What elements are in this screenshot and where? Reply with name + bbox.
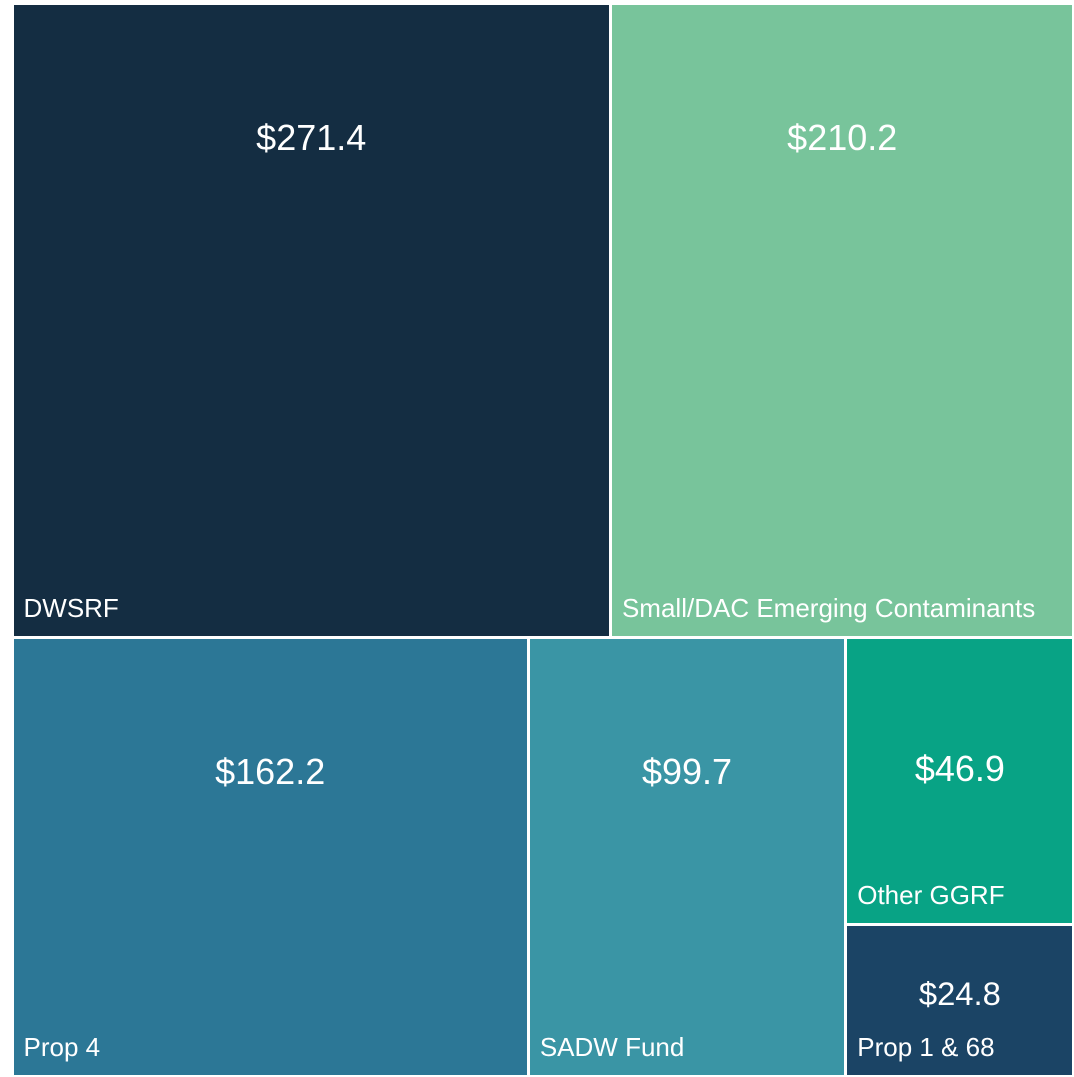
value-label: $24.8 (918, 975, 1001, 1013)
value-label: $210.2 (787, 116, 898, 158)
value-label: $271.4 (256, 116, 367, 158)
tile: $210.2 Small/DAC Emerging Contaminants (611, 4, 1073, 636)
value-label: $46.9 (914, 748, 1005, 790)
tile: $46.9 Other GGRF (847, 638, 1073, 924)
category-label: Small/DAC Emerging Contaminants (621, 592, 1036, 623)
category-label: Other GGRF (857, 880, 1005, 911)
category-label: Prop 1 & 68 (857, 1032, 995, 1063)
category-label: Prop 4 (23, 1032, 101, 1063)
tile: $99.7 SADW Fund (529, 638, 845, 1076)
value-label: $99.7 (641, 751, 733, 793)
category-label: SADW Fund (539, 1032, 685, 1063)
category-label: DWSRF (23, 592, 119, 623)
tile: $24.8 Prop 1 & 68 (847, 926, 1073, 1076)
value-label: $162.2 (215, 751, 326, 793)
tile: $162.2 Prop 4 (13, 638, 527, 1076)
tile: $271.4 DWSRF (13, 4, 609, 636)
